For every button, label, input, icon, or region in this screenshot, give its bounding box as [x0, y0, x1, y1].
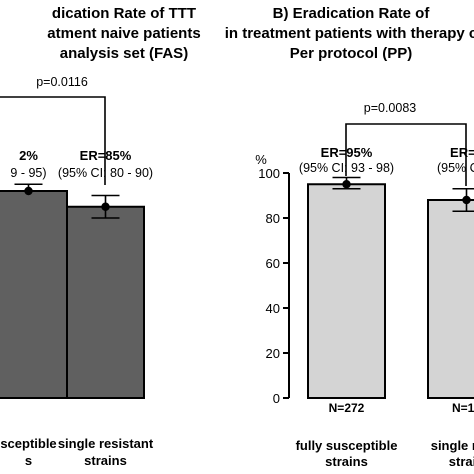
n-label: N=272 [329, 401, 365, 415]
panel-a-title-line-1: dication Rate of TTT [52, 5, 196, 22]
n-label: 2 [25, 401, 32, 415]
y-tick-label: 60 [266, 256, 280, 271]
category-label-line-2: strain [449, 454, 474, 469]
y-tick-label: 40 [266, 301, 280, 316]
panel-b-title-line-3: Per protocol (PP) [290, 45, 413, 62]
bar [66, 205, 145, 399]
bar [0, 190, 68, 399]
panel-a-p-value: p=0.0116 [36, 75, 88, 89]
point-estimate-marker [24, 186, 33, 196]
category-label-line-2: s [25, 453, 32, 468]
panel-a-title-line-3: analysis set (FAS) [60, 45, 188, 62]
category-label: single resis [431, 438, 474, 453]
n-label: N=190 [88, 401, 124, 415]
category-label: single resistant [58, 436, 154, 451]
y-tick-label: 0 [273, 391, 280, 406]
er-label: 2% [19, 148, 38, 163]
category-label: sceptible [0, 436, 56, 451]
point-estimate-marker [101, 202, 110, 211]
panel-a-title-line-2: atment naive patients [47, 25, 200, 42]
er-label: ER=8 [450, 145, 474, 160]
panel-b-title-line-1: B) Eradication Rate of [273, 5, 431, 22]
y-tick-label: 80 [266, 211, 280, 226]
bar [427, 199, 474, 399]
y-tick-label: 20 [266, 346, 280, 361]
panel-b: B) Eradication Rate of in treatment pati… [225, 5, 474, 469]
ci-label: (95% CI: 8 [437, 161, 474, 175]
panel-b-title-line-2: in treatment patients with therapy c [225, 25, 474, 42]
y-tick-label: 100 [258, 166, 280, 181]
category-label-line-2: strains [84, 453, 127, 468]
n-label: N=16 [452, 401, 474, 415]
panel-b-p-value: p=0.0083 [364, 101, 417, 115]
bar [307, 183, 386, 399]
significance-bracket [345, 123, 467, 186]
panel-b-y-unit: % [255, 152, 267, 167]
ci-label: 9 - 95) [10, 166, 46, 180]
point-estimate-marker [342, 180, 351, 189]
point-estimate-marker [462, 195, 471, 205]
panel-a: dication Rate of TTT atment naive patien… [0, 5, 201, 468]
category-label-line-2: strains [325, 454, 368, 469]
category-label: fully susceptible [296, 438, 398, 453]
significance-bracket [0, 96, 106, 185]
